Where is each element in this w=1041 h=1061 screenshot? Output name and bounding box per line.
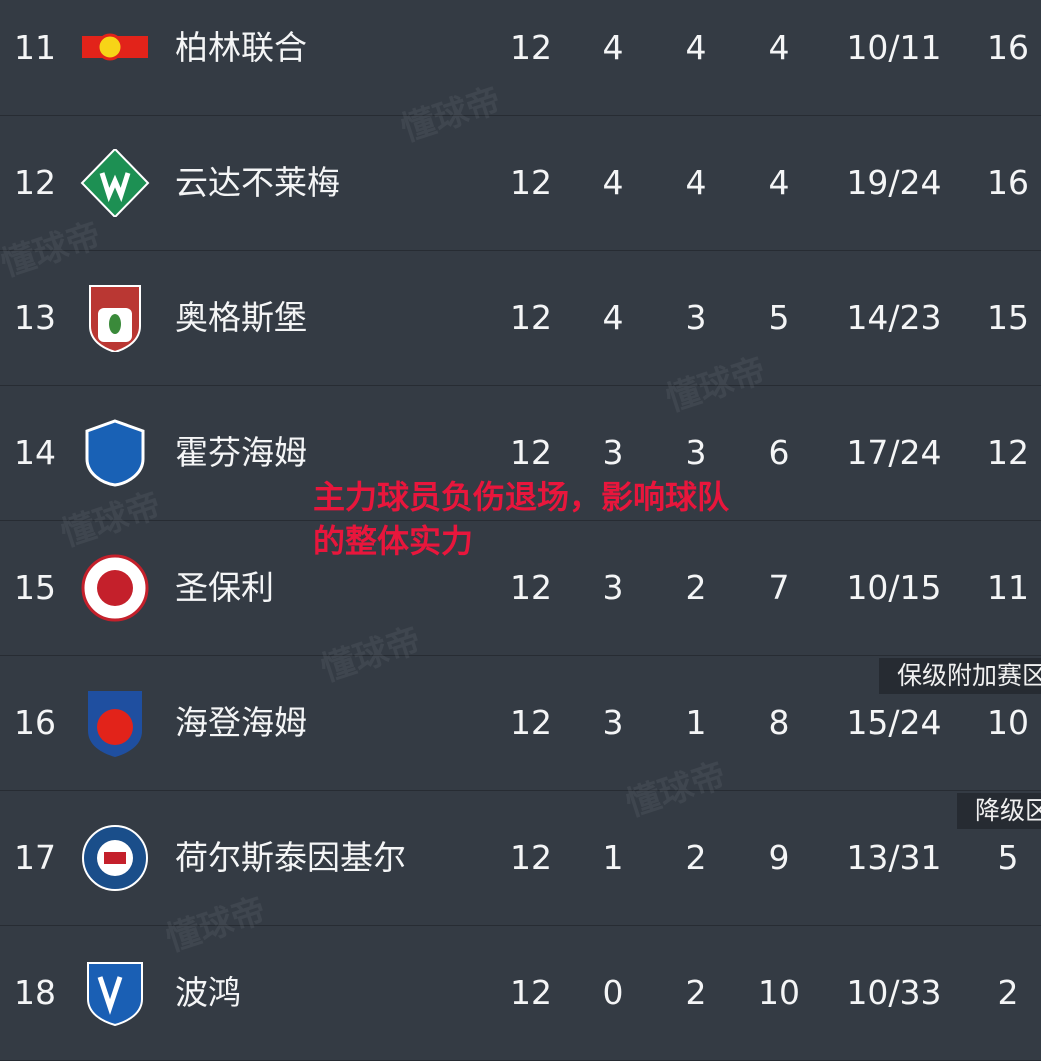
played-cell: 12 xyxy=(510,973,552,1012)
team-name[interactable]: 波鸿 xyxy=(175,973,241,1012)
played-cell: 12 xyxy=(510,163,552,202)
table-row[interactable]: 13 奥格斯堡 12 4 3 5 14/23 15 xyxy=(0,251,1041,386)
team-name[interactable]: 奥格斯堡 xyxy=(175,298,307,337)
werder-bremen-logo xyxy=(80,147,150,219)
goals-cell: 10/15 xyxy=(846,568,942,607)
drawn-cell: 4 xyxy=(685,163,707,202)
drawn-cell: 3 xyxy=(685,433,707,472)
goals-cell: 13/31 xyxy=(846,838,942,877)
drawn-cell: 4 xyxy=(685,28,707,67)
overlay-caption: 主力球员负伤退场，影响球队的整体实力 xyxy=(313,478,730,560)
rank: 17 xyxy=(14,838,56,877)
team-name[interactable]: 荷尔斯泰因基尔 xyxy=(175,838,406,877)
goals-cell: 17/24 xyxy=(846,433,942,472)
team-name[interactable]: 圣保利 xyxy=(175,568,274,607)
goals-cell: 15/24 xyxy=(846,703,942,742)
points-cell: 16 xyxy=(987,28,1029,67)
lost-cell: 10 xyxy=(758,973,800,1012)
augsburg-logo xyxy=(80,284,150,354)
won-cell: 3 xyxy=(602,568,624,607)
rank: 16 xyxy=(14,703,56,742)
rank: 18 xyxy=(14,973,56,1012)
played-cell: 12 xyxy=(510,28,552,67)
played-cell: 12 xyxy=(510,838,552,877)
table-row[interactable]: 15 圣保利 12 3 2 7 10/15 11 xyxy=(0,521,1041,656)
points-cell: 12 xyxy=(987,433,1029,472)
lost-cell: 9 xyxy=(768,838,790,877)
points-cell: 10 xyxy=(987,703,1029,742)
bochum-logo xyxy=(80,959,150,1027)
team-name[interactable]: 霍芬海姆 xyxy=(175,433,307,472)
won-cell: 4 xyxy=(602,163,624,202)
points-cell: 11 xyxy=(987,568,1029,607)
lost-cell: 4 xyxy=(768,163,790,202)
won-cell: 0 xyxy=(602,973,624,1012)
played-cell: 12 xyxy=(510,433,552,472)
lost-cell: 8 xyxy=(768,703,790,742)
table-row[interactable]: 17 荷尔斯泰因基尔 12 1 2 9 13/31 5 xyxy=(0,791,1041,926)
won-cell: 1 xyxy=(602,838,624,877)
team-name[interactable]: 云达不莱梅 xyxy=(175,163,340,202)
table-row[interactable]: 16 海登海姆 12 3 1 8 15/24 10 xyxy=(0,656,1041,791)
lost-cell: 4 xyxy=(768,28,790,67)
rank: 15 xyxy=(14,568,56,607)
rank: 14 xyxy=(14,433,56,472)
team-name[interactable]: 海登海姆 xyxy=(175,703,307,742)
heidenheim-logo xyxy=(80,689,150,757)
points-cell: 16 xyxy=(987,163,1029,202)
points-cell: 5 xyxy=(997,838,1019,877)
lost-cell: 7 xyxy=(768,568,790,607)
hoffenheim-logo xyxy=(80,419,150,487)
goals-cell: 10/33 xyxy=(846,973,942,1012)
goals-cell: 10/11 xyxy=(846,28,942,67)
relegation-zone-label: 降级区 xyxy=(957,793,1041,829)
points-cell: 15 xyxy=(987,298,1029,337)
won-cell: 4 xyxy=(602,298,624,337)
won-cell: 3 xyxy=(602,703,624,742)
table-row[interactable]: 11 柏林联合 12 4 4 4 10/11 16 xyxy=(0,0,1041,116)
won-cell: 3 xyxy=(602,433,624,472)
table-row[interactable]: 12 云达不莱梅 12 4 4 4 19/24 16 xyxy=(0,116,1041,251)
points-cell: 2 xyxy=(997,973,1019,1012)
union-berlin-logo xyxy=(80,14,150,82)
playoff-zone-label: 保级附加赛区 xyxy=(879,658,1041,694)
played-cell: 12 xyxy=(510,298,552,337)
holstein-kiel-logo xyxy=(80,824,150,892)
rank: 12 xyxy=(14,163,56,202)
table-row[interactable]: 14 霍芬海姆 12 3 3 6 17/24 12 xyxy=(0,386,1041,521)
rank: 13 xyxy=(14,298,56,337)
drawn-cell: 2 xyxy=(685,838,707,877)
st-pauli-logo xyxy=(80,554,150,622)
lost-cell: 6 xyxy=(768,433,790,472)
goals-cell: 14/23 xyxy=(846,298,942,337)
played-cell: 12 xyxy=(510,568,552,607)
drawn-cell: 2 xyxy=(685,973,707,1012)
rank: 11 xyxy=(14,28,56,67)
drawn-cell: 3 xyxy=(685,298,707,337)
lost-cell: 5 xyxy=(768,298,790,337)
played-cell: 12 xyxy=(510,703,552,742)
drawn-cell: 1 xyxy=(685,703,707,742)
table-row[interactable]: 18 波鸿 12 0 2 10 10/33 2 xyxy=(0,926,1041,1061)
won-cell: 4 xyxy=(602,28,624,67)
drawn-cell: 2 xyxy=(685,568,707,607)
team-name[interactable]: 柏林联合 xyxy=(175,28,307,67)
goals-cell: 19/24 xyxy=(846,163,942,202)
